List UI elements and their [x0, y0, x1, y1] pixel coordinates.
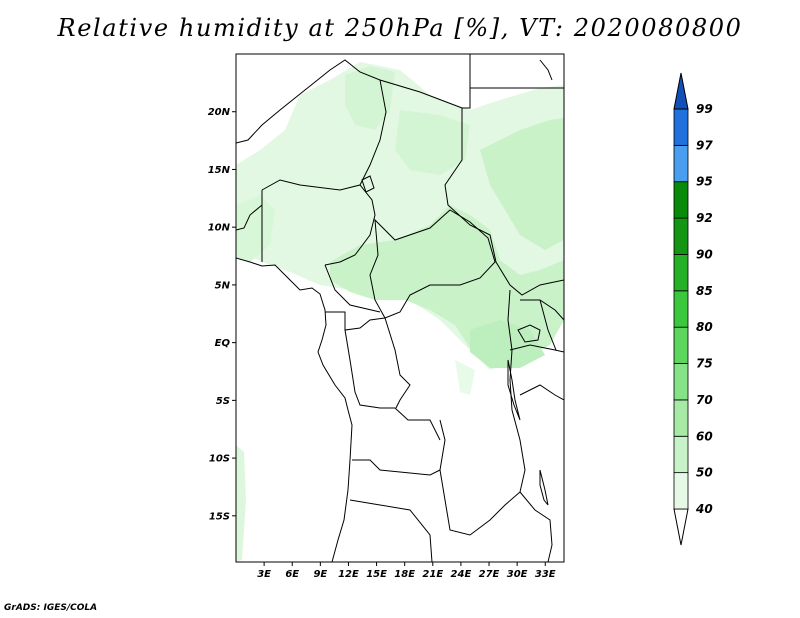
colorbar-under-triangle	[673, 508, 689, 546]
colorbar: 40 50 60 70 75 80 85 90 92 95 97 99	[673, 72, 713, 546]
lat-tick-label: 15S	[209, 511, 230, 522]
coastline	[236, 257, 353, 562]
colorbar-label: 99	[696, 102, 713, 116]
colorbar-label: 80	[696, 320, 713, 334]
lat-tick-label: EQ	[215, 338, 231, 349]
colorbar-segment	[673, 217, 689, 255]
colorbar-segment	[673, 144, 689, 183]
lat-tick-label: 5N	[215, 280, 231, 291]
lake-tanganyika	[507, 359, 521, 421]
border-nigeria	[261, 179, 376, 266]
grads-credit: GrADS: IGES/COLA	[4, 603, 98, 613]
humidity-area-west	[236, 195, 275, 262]
humidity-area-east	[480, 118, 564, 250]
lon-tick-label: 18E	[394, 569, 415, 580]
colorbar-segment	[673, 254, 689, 292]
colorbar-segment	[673, 108, 689, 146]
colorbar-segment	[673, 472, 689, 510]
lon-tick-label: 12E	[338, 569, 359, 580]
colorbar-label: 60	[696, 429, 713, 443]
border-uganda	[509, 299, 564, 353]
border-congo-west	[344, 329, 441, 441]
lon-tick-label: 15E	[366, 569, 387, 580]
country-borders	[236, 54, 564, 562]
border-sudan	[444, 108, 564, 296]
longitude-axis: 3E 6E 9E 12E 15E 18E 21E 24E 27E 30E 33E	[257, 562, 556, 580]
map-title: Relative humidity at 250hPa [%], VT: 202…	[57, 14, 743, 42]
border-angola	[352, 419, 446, 476]
latitude-axis: 20N 15N 10N 5N EQ 5S 10S 15S	[208, 107, 236, 522]
colorbar-segment	[673, 363, 689, 401]
lon-tick-label: 21E	[422, 569, 443, 580]
lon-tick-label: 30E	[507, 569, 528, 580]
border-drc	[384, 317, 411, 409]
border-cameroon	[324, 264, 381, 313]
lake-malawi	[539, 469, 549, 506]
colorbar-segment	[673, 326, 689, 364]
border-car	[369, 209, 496, 319]
border-zambia	[439, 469, 521, 536]
colorbar-label: 95	[696, 175, 713, 189]
humidity-area-congo	[455, 360, 475, 395]
lat-tick-label: 10N	[208, 223, 231, 234]
border-gabon	[325, 311, 386, 331]
colorbar-label: 40	[695, 502, 713, 516]
lon-tick-label: 9E	[313, 569, 327, 580]
humidity-area-southwest	[236, 445, 246, 562]
lat-tick-label: 10S	[209, 454, 230, 465]
border-west-africa	[236, 190, 263, 262]
lat-tick-label: 20N	[208, 107, 231, 118]
colorbar-label: 90	[696, 247, 713, 261]
humidity-area-northeast	[395, 110, 470, 175]
border-namibia	[349, 499, 433, 562]
lake-chad	[361, 175, 375, 193]
colorbar-label: 97	[696, 138, 713, 152]
colorbar-label: 70	[696, 393, 713, 407]
colorbar-segment	[673, 290, 689, 328]
colorbar-label: 85	[696, 284, 713, 298]
colorbar-segment	[673, 399, 689, 437]
lon-tick-label: 24E	[451, 569, 472, 580]
colorbar-label: 92	[696, 211, 713, 225]
border-sahara	[236, 59, 387, 186]
colorbar-label: 50	[696, 466, 713, 480]
red-sea-coast	[539, 59, 553, 81]
lon-tick-label: 6E	[285, 569, 299, 580]
border-kenya	[539, 299, 557, 351]
humidity-area-north	[345, 66, 395, 130]
lon-tick-label: 3E	[257, 569, 271, 580]
map-frame	[235, 53, 565, 563]
lake-victoria	[517, 324, 541, 343]
lon-tick-label: 33E	[535, 569, 556, 580]
colorbar-over-triangle	[673, 72, 689, 110]
colorbar-label: 75	[696, 357, 713, 371]
lon-tick-label: 27E	[479, 569, 500, 580]
border-tanzania	[519, 384, 564, 401]
lat-tick-label: 15N	[208, 165, 231, 176]
border-mozambique	[519, 491, 553, 562]
humidity-area-lake	[470, 320, 545, 368]
colorbar-segment	[673, 435, 689, 474]
lat-tick-label: 5S	[216, 396, 230, 407]
colorbar-segment	[673, 181, 689, 219]
